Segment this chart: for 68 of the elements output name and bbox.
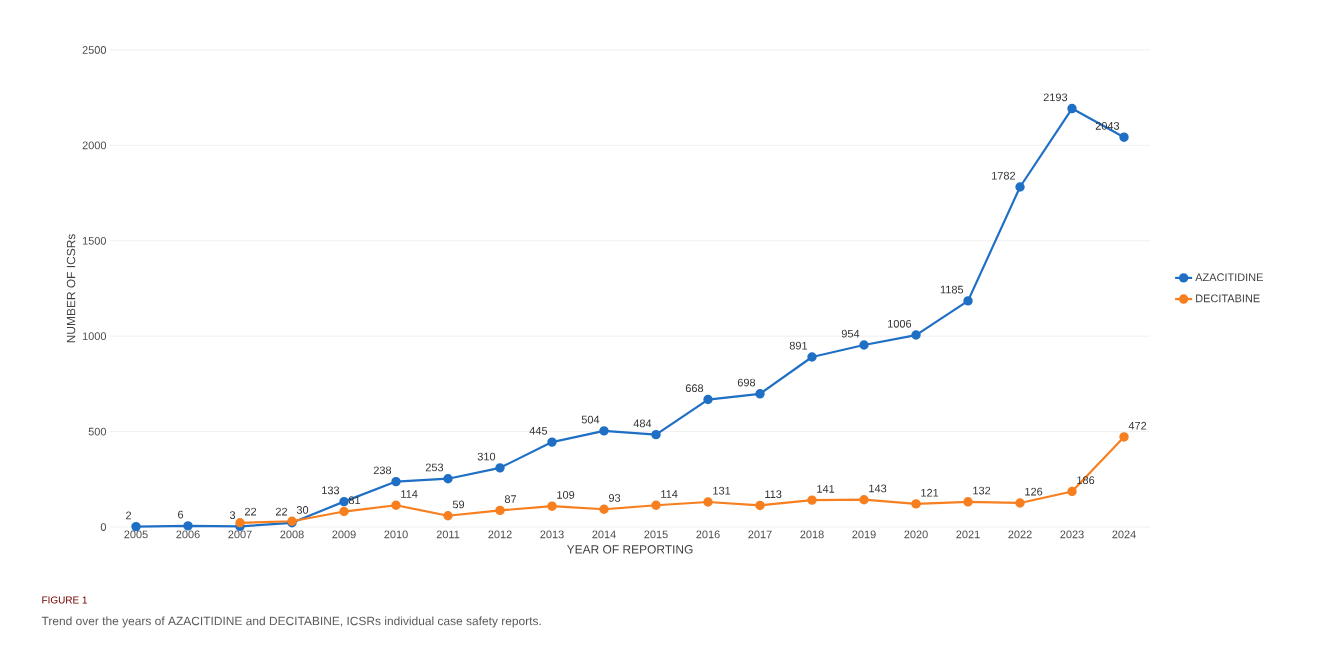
- x-tick-label: 2014: [592, 530, 616, 539]
- x-tick-label: 2012: [488, 530, 512, 539]
- data-label: 445: [529, 427, 548, 435]
- data-label: 238: [373, 466, 392, 475]
- text: Trend over the years of AZACITIDINE and DECITABINE, ICSRs individual case safety reports.: [41, 616, 541, 628]
- y-tick-label: 500: [88, 427, 107, 436]
- data-label: 59: [452, 500, 465, 509]
- x-tick-label: 2010: [384, 530, 408, 539]
- y-tick-label: 1500: [82, 236, 107, 245]
- x-tick-label: 2005: [124, 530, 148, 539]
- data-label: 22: [244, 507, 257, 516]
- data-label: 126: [1025, 487, 1043, 496]
- data-label: 114: [661, 490, 678, 498]
- x-tick-label: 2013: [540, 530, 564, 539]
- x-tick-label: 2023: [1060, 530, 1084, 539]
- data-label: 504: [581, 415, 600, 424]
- x-tick-label: 2006: [176, 530, 200, 539]
- x-tick-label: 2009: [332, 530, 356, 539]
- data-label: 1782: [992, 171, 1016, 180]
- x-tick-label: 2022: [1008, 530, 1032, 539]
- data-label: 2: [126, 511, 132, 520]
- data-label: 141: [817, 485, 835, 493]
- legend-label: AZACITIDINE: [1195, 273, 1263, 282]
- data-label: 891: [789, 341, 808, 350]
- y-tick-label: 2000: [82, 141, 107, 150]
- y-tick-label: 0: [100, 523, 107, 531]
- data-label: 22: [275, 507, 288, 516]
- x-tick-label: 2018: [800, 530, 824, 539]
- data-label: 1185: [940, 285, 964, 294]
- data-label: 114: [401, 490, 418, 498]
- data-label: 954: [841, 329, 860, 338]
- data-label: 668: [685, 384, 704, 393]
- x-tick-label: 2020: [904, 530, 928, 539]
- x-axis-title: YEAR OF REPORTING: [566, 545, 693, 554]
- data-label: 1006: [888, 319, 912, 328]
- data-label: 6: [178, 510, 184, 519]
- caption: FIGURE 1: [42, 596, 87, 604]
- data-label: 143: [869, 484, 887, 493]
- data-label: 87: [504, 495, 517, 503]
- data-label: 132: [973, 486, 991, 495]
- x-tick-label: 2008: [280, 530, 304, 539]
- data-label: 698: [737, 378, 756, 387]
- data-label: 2193: [1043, 93, 1068, 102]
- data-label: 3: [229, 511, 236, 520]
- legend-label: DECITABINE: [1196, 294, 1260, 303]
- data-label: 81: [348, 496, 361, 505]
- data-label: 121: [921, 488, 939, 497]
- x-tick-label: 2019: [852, 530, 876, 539]
- y-tick-label: 2500: [82, 46, 107, 54]
- y-axis-title: NUMBER OF ICSRs: [66, 234, 76, 343]
- x-tick-label: 2016: [696, 530, 720, 539]
- x-tick-label: 2024: [1112, 530, 1136, 539]
- data-label: 93: [608, 494, 621, 502]
- data-label: 472: [1128, 421, 1147, 430]
- data-label: 109: [557, 491, 575, 499]
- data-label: 253: [425, 463, 444, 472]
- x-tick-label: 2017: [748, 530, 772, 539]
- data-label: 131: [713, 486, 731, 495]
- data-label: 133: [322, 486, 340, 495]
- x-tick-label: 2021: [956, 530, 980, 539]
- data-label: 484: [633, 419, 652, 428]
- data-label: 113: [765, 490, 782, 499]
- data-label: 30: [296, 506, 309, 514]
- x-tick-label: 2007: [228, 530, 252, 539]
- x-tick-label: 2011: [436, 530, 460, 539]
- y-tick-label: 1000: [82, 332, 107, 341]
- x-tick-label: 2015: [644, 530, 668, 539]
- data-label: 310: [477, 452, 496, 461]
